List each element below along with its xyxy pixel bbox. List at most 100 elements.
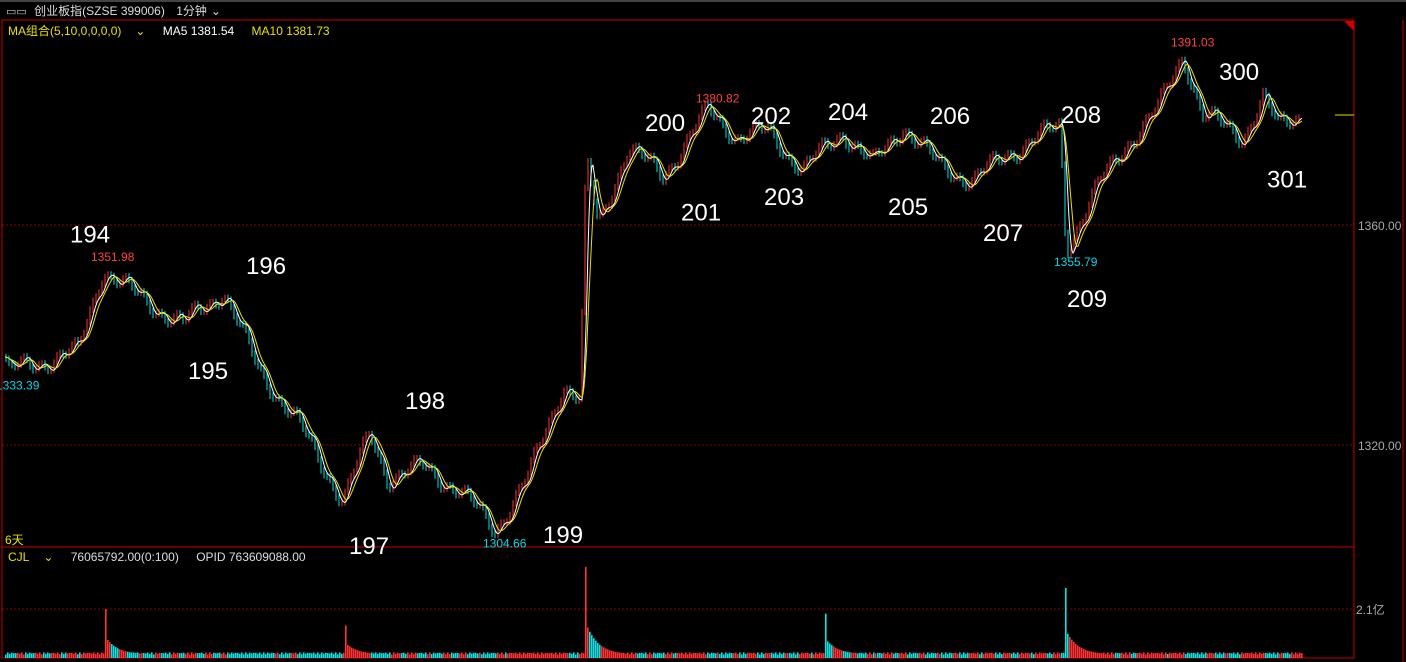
volume-bar <box>325 652 327 658</box>
volume-bar <box>235 653 237 658</box>
volume-bar <box>303 652 305 658</box>
volume-bar <box>583 653 585 658</box>
volume-bar <box>91 653 93 658</box>
volume-bar <box>463 654 465 658</box>
volume-bar <box>767 653 769 658</box>
volume-bar <box>181 653 183 658</box>
volume-bar <box>377 653 379 658</box>
volume-bar <box>85 653 87 658</box>
volume-bar <box>1057 652 1059 658</box>
volume-bar <box>1283 653 1285 658</box>
volume-bar <box>485 654 487 658</box>
volume-bar <box>503 654 505 658</box>
volume-bar <box>1209 652 1211 658</box>
volume-bar <box>1069 636 1071 658</box>
volume-bar <box>635 652 637 658</box>
volume-bar <box>867 654 869 658</box>
volume-bar <box>731 653 733 658</box>
volume-bar <box>441 653 443 658</box>
volume-bar <box>457 652 459 658</box>
volume-selector[interactable]: CJL ⌄ <box>8 550 54 564</box>
volume-bar <box>875 653 877 658</box>
volume-bar <box>573 652 575 658</box>
volume-bar <box>747 652 749 658</box>
volume-bar <box>423 653 425 658</box>
volume-bar <box>71 652 73 658</box>
volume-bar <box>321 652 323 658</box>
volume-bar <box>1223 652 1225 658</box>
volume-bar <box>593 638 595 658</box>
volume-bar <box>1141 653 1143 658</box>
volume-bar <box>567 653 569 658</box>
volume-bar <box>955 652 957 658</box>
link-icon[interactable]: ▭▭ <box>6 6 27 18</box>
volume-bar <box>273 652 275 658</box>
volume-bar <box>1301 653 1303 658</box>
volume-bar <box>1143 652 1145 658</box>
volume-bar <box>741 654 743 658</box>
period-selector[interactable]: 1分钟 ⌄ <box>172 4 221 18</box>
volume-bar <box>831 645 833 658</box>
volume-bar <box>611 650 613 658</box>
volume-bar <box>459 653 461 658</box>
volume-bar <box>123 650 125 658</box>
volume-bar <box>985 652 987 658</box>
volume-bar <box>1189 653 1191 658</box>
volume-bar <box>603 647 605 658</box>
volume-bar <box>415 652 417 658</box>
volume-bar <box>825 613 827 658</box>
volume-bar <box>945 652 947 658</box>
volume-bar <box>555 652 557 658</box>
volume-bar <box>349 646 351 658</box>
volume-bar <box>775 652 777 658</box>
volume-bar <box>373 653 375 658</box>
volume-bar <box>709 653 711 658</box>
volume-bar <box>105 609 107 658</box>
volume-bar <box>819 652 821 658</box>
volume-bar <box>915 653 917 658</box>
volume-bar <box>285 652 287 658</box>
wave-label: 204 <box>828 99 868 126</box>
volume-bar <box>547 653 549 658</box>
volume-bar <box>757 652 759 658</box>
volume-bar <box>1177 653 1179 658</box>
volume-bar <box>51 653 53 658</box>
volume-bar <box>1037 654 1039 658</box>
volume-bar <box>1293 654 1295 658</box>
days-label: 6天 <box>5 533 24 547</box>
volume-bar <box>329 653 331 658</box>
volume-bar <box>453 653 455 658</box>
volume-bar <box>791 653 793 658</box>
volume-bar <box>1039 652 1041 658</box>
volume-bar <box>409 654 411 658</box>
volume-bar <box>1135 653 1137 658</box>
volume-bar <box>231 652 233 658</box>
volume-bar <box>491 652 493 658</box>
volume-bar <box>669 654 671 658</box>
volume-bar <box>313 652 315 658</box>
volume-bar <box>1131 653 1133 658</box>
volume-bar <box>125 651 127 658</box>
volume-bar <box>925 654 927 658</box>
volume-bar <box>1269 652 1271 658</box>
volume-bar <box>153 654 155 658</box>
volume-bar <box>883 652 885 658</box>
volume-bar <box>455 652 457 658</box>
wave-label: 208 <box>1061 102 1101 129</box>
volume-bar <box>1055 654 1057 658</box>
volume-bar <box>891 652 893 658</box>
volume-bar <box>45 653 47 658</box>
volume-bar <box>975 653 977 658</box>
volume-bar <box>311 653 313 658</box>
ma-selector[interactable]: MA组合(5,10,0,0,0,0) ⌄ <box>8 24 146 38</box>
volume-bar <box>803 653 805 658</box>
volume-bar <box>1063 652 1065 658</box>
volume-bar <box>299 652 301 658</box>
volume-bar <box>151 652 153 658</box>
volume-bar <box>773 653 775 658</box>
wave-label: 207 <box>983 220 1023 247</box>
volume-bar <box>959 652 961 658</box>
volume-bar <box>629 654 631 658</box>
volume-bar <box>411 652 413 658</box>
